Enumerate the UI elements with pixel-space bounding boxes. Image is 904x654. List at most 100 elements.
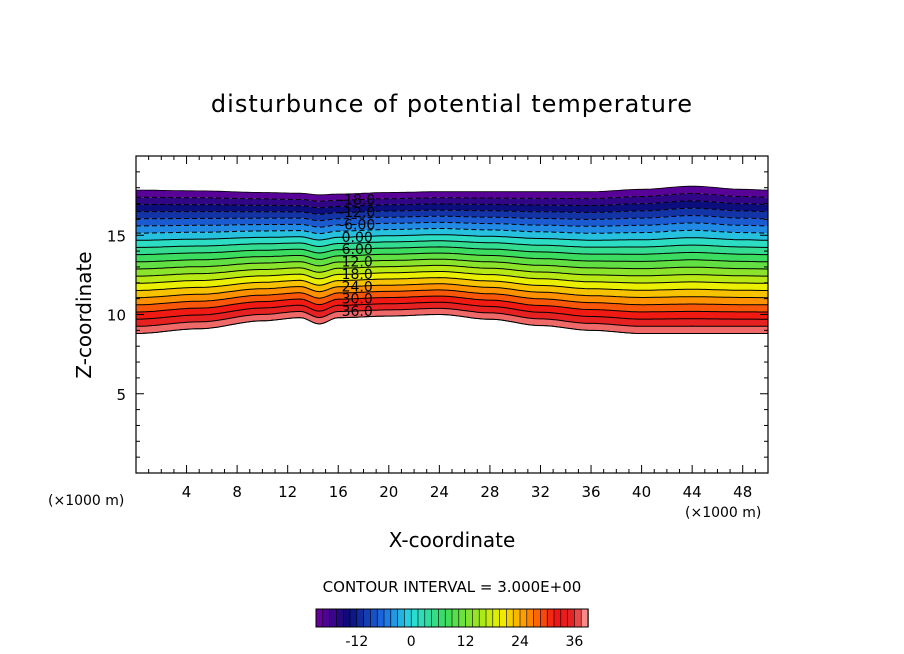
y-tick-label: 15 <box>107 227 126 245</box>
colorbar-swatch <box>546 608 555 628</box>
x-axis-label: X-coordinate <box>389 528 516 552</box>
contour-band <box>136 200 768 215</box>
colorbar-tick-label: 24 <box>511 634 529 650</box>
contour-line <box>136 252 768 263</box>
x-tick-label: 20 <box>379 483 398 501</box>
contour-band <box>136 289 768 312</box>
y-axis-label: Z-coordinate <box>72 251 96 378</box>
colorbar-swatch <box>336 608 344 628</box>
contour-line <box>135 240 769 248</box>
x-tick-label: 40 <box>632 483 651 501</box>
colorbar-swatch <box>444 608 453 628</box>
colorbar-swatch <box>472 608 480 628</box>
colorbar-swatch <box>363 608 372 628</box>
contour-boundary <box>136 314 768 334</box>
contour-line <box>136 221 768 228</box>
contour-band <box>136 222 768 234</box>
colorbar-swatch <box>512 608 521 628</box>
contour-labels: -18.0-12.0-6.000.006.0012.018.024.030.03… <box>339 193 375 320</box>
contour-band <box>136 215 768 228</box>
contour-lines <box>135 185 769 334</box>
contour-line <box>136 234 768 241</box>
contour-band <box>136 240 768 255</box>
colorbar-tick-label: -12 <box>345 634 368 650</box>
colorbar-swatch <box>506 608 514 628</box>
colorbar-swatch <box>404 608 412 628</box>
contour-line <box>136 200 768 209</box>
contour-label: 12.0 <box>342 255 373 271</box>
x-axis-ticks: 4 8 12 16 20 24 28 32 36 40 44 48 <box>135 156 769 501</box>
contour-band <box>136 259 768 277</box>
contour-label: 18.0 <box>342 267 373 283</box>
colorbar-swatch <box>553 608 562 628</box>
contour-label: -18.0 <box>339 193 375 209</box>
colorbar-swatch <box>478 608 487 628</box>
contour-line <box>136 258 768 270</box>
colorbar-frame <box>315 608 589 628</box>
colorbar-swatch <box>397 608 406 628</box>
contour-line <box>136 289 768 306</box>
contour-label: -12.0 <box>339 205 375 221</box>
colorbar-swatch <box>499 608 508 628</box>
y-axis-ticks: 5 10 15 <box>107 155 768 474</box>
colorbar-swatch <box>574 608 582 628</box>
colorbar-swatch <box>519 608 528 628</box>
contour-label: -6.00 <box>339 217 375 233</box>
contour-line <box>135 193 768 202</box>
colorbar-swatch <box>376 608 385 628</box>
contour-line <box>136 271 768 284</box>
colorbar-swatch <box>431 608 440 628</box>
contour-band <box>136 296 768 320</box>
colorbar-tick-label: 12 <box>457 634 475 650</box>
x-tick-label: 12 <box>278 483 297 501</box>
contour-band <box>136 283 768 305</box>
colorbar-swatch <box>451 608 460 628</box>
contour-band <box>136 193 768 208</box>
x-tick-label: 44 <box>683 483 702 501</box>
colorbar-swatch <box>342 608 351 628</box>
contour-label: 36.0 <box>342 304 373 320</box>
x-tick-label: 24 <box>430 483 449 501</box>
colorbar-swatch <box>315 608 324 628</box>
x-tick-label: 48 <box>733 483 752 501</box>
contour-band <box>136 277 768 298</box>
plot-area: -18.0-12.0-6.000.006.0012.018.024.030.03… <box>107 155 769 501</box>
contour-band <box>136 253 768 269</box>
x-tick-label: 4 <box>182 483 192 501</box>
colorbar-swatch <box>438 608 446 628</box>
x-tick-label: 8 <box>232 483 242 501</box>
colorbar-swatch <box>370 608 378 628</box>
x-unit-right: (×1000 m) <box>685 505 761 521</box>
colorbar-swatch <box>567 608 576 628</box>
colorbar-swatch <box>383 608 392 628</box>
contour-band <box>136 265 768 284</box>
contour-boundary <box>136 185 769 196</box>
colorbar-swatch <box>349 608 358 628</box>
contour-line <box>135 301 768 320</box>
colorbar-swatch <box>329 608 338 628</box>
colorbar-swatch <box>485 608 494 628</box>
colorbar-swatch <box>410 608 419 628</box>
x-tick-label: 32 <box>531 483 550 501</box>
x-tick-label: 16 <box>329 483 348 501</box>
colorbar-swatch <box>424 608 433 628</box>
contour-band <box>136 246 768 262</box>
contour-fill <box>136 186 768 334</box>
colorbar-swatch <box>390 608 399 628</box>
y-tick-label: 10 <box>107 307 126 325</box>
colorbar-swatch <box>560 608 569 628</box>
colorbar-swatch <box>322 608 331 628</box>
colorbar-swatch <box>580 608 589 628</box>
contour-label: 6.00 <box>342 242 373 258</box>
contour-band <box>136 308 768 334</box>
colorbar-swatch <box>533 608 542 628</box>
contour-line <box>135 283 768 299</box>
colorbar-swatch <box>417 608 426 628</box>
colorbar-tick-label: 0 <box>407 634 416 650</box>
y-tick-label: 5 <box>116 386 126 404</box>
colorbar-swatch <box>458 608 467 628</box>
contour-line <box>136 295 768 313</box>
contour-line <box>136 307 768 327</box>
x-unit-left: (×1000 m) <box>48 493 124 509</box>
